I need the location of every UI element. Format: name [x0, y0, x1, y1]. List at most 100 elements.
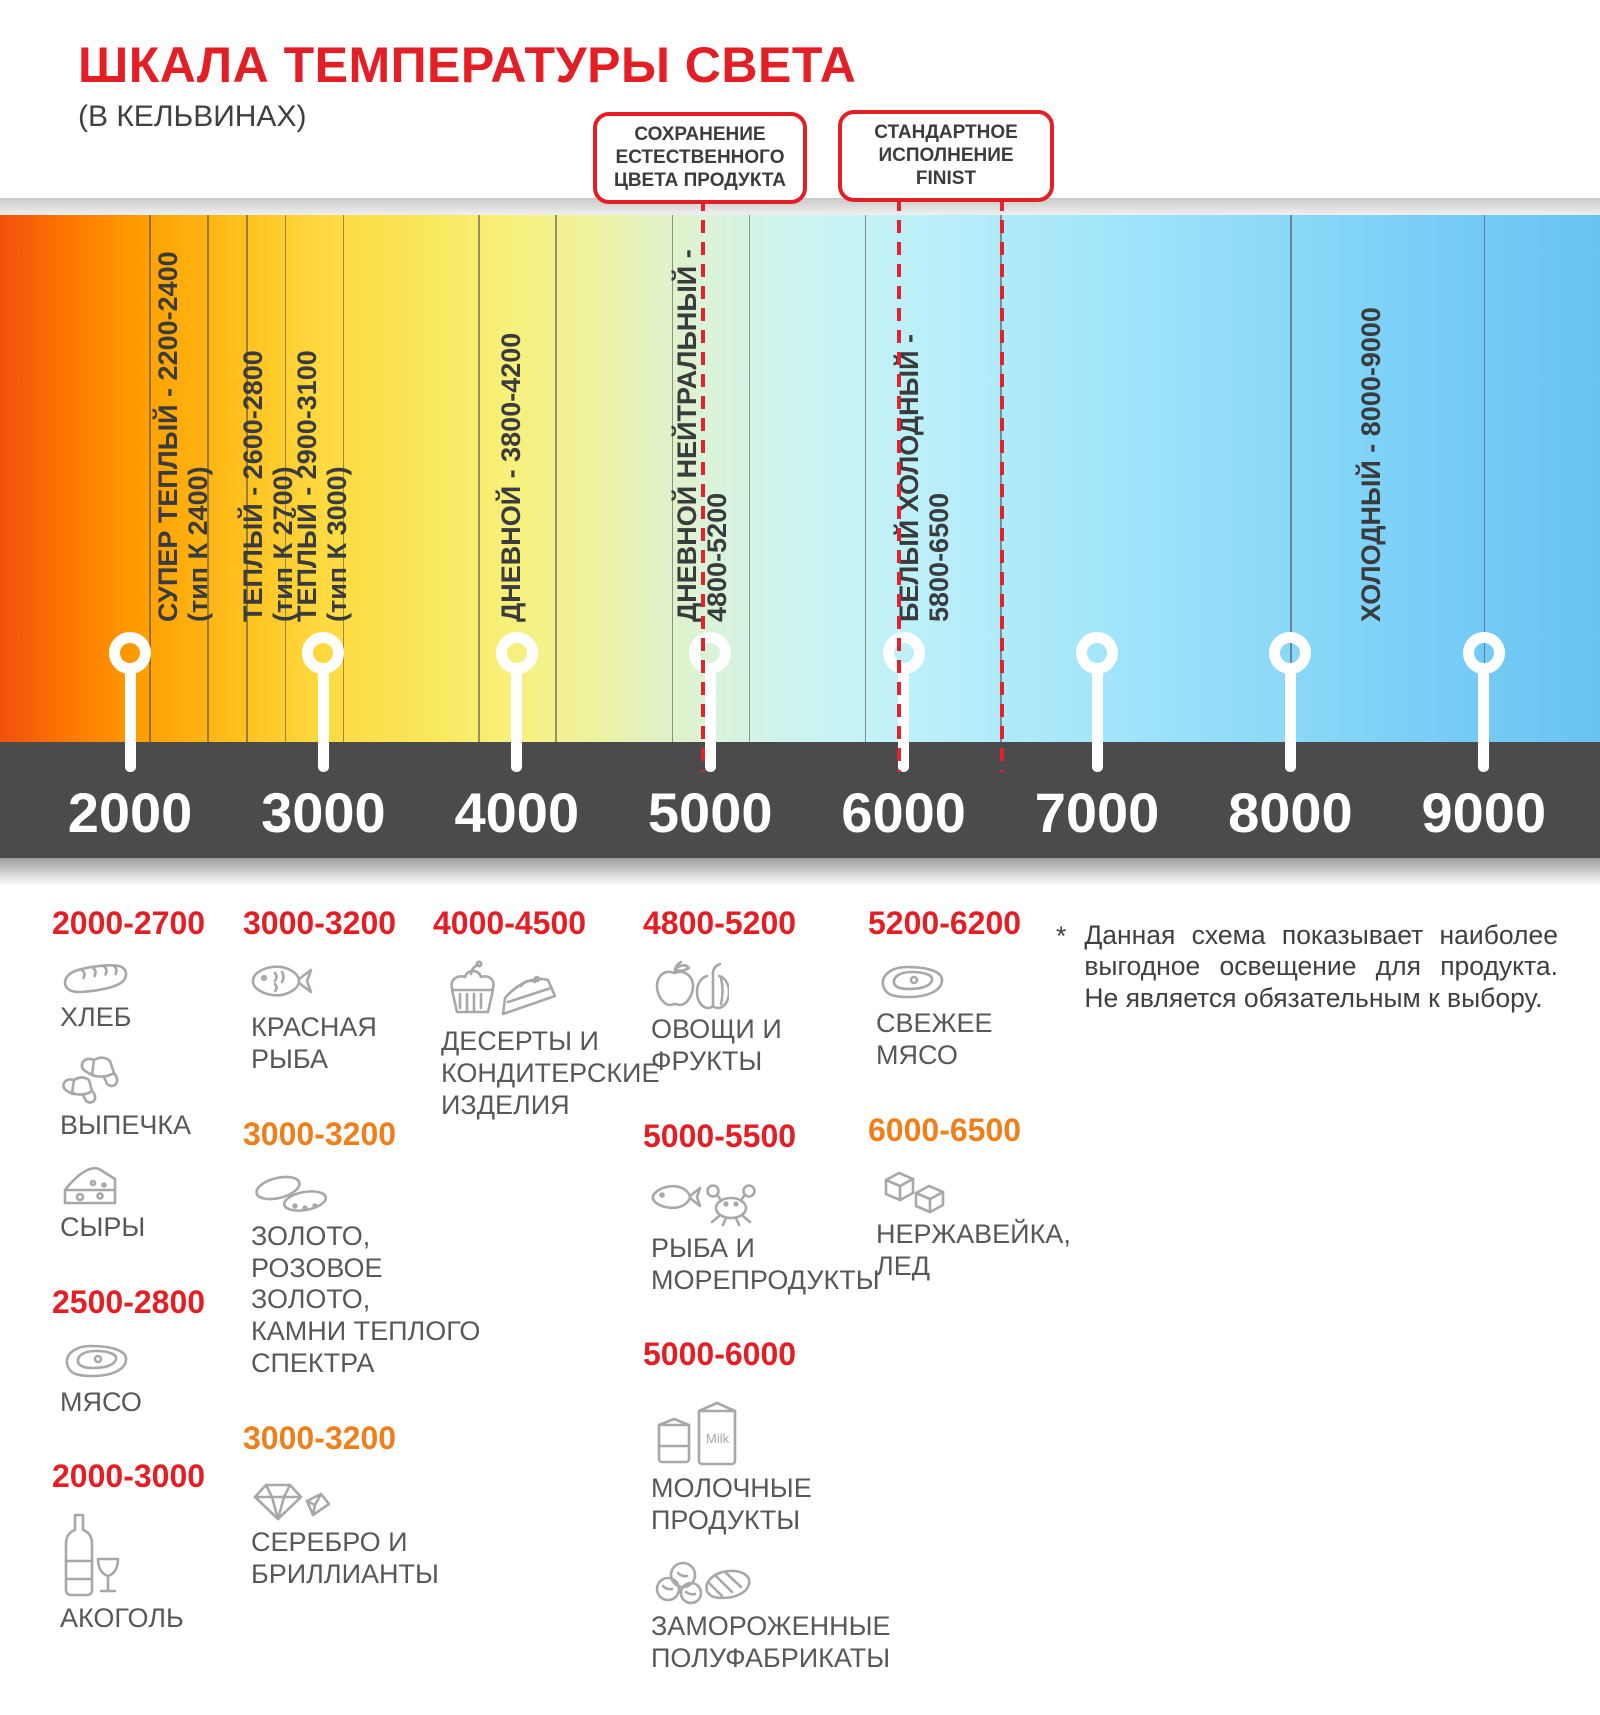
band-label-line: ТЕПЛЫЙ - 2600-2800: [238, 350, 269, 622]
category-item-label: СВЕЖЕЕ МЯСО: [876, 1008, 993, 1070]
category-group: 2000-3000 АКОГОЛЬ: [52, 1458, 237, 1635]
category-item-label: ВЫПЕЧКА: [60, 1109, 192, 1140]
category-group: 3000-3200 ЗОЛОТО, РОЗОВОЕ ЗОЛОТО, КАМНИ Т…: [243, 1116, 483, 1380]
axis-bar: [0, 742, 1600, 858]
scale-pin-stem-6000: [898, 666, 910, 772]
category-item: МЯСО: [52, 1337, 237, 1419]
category-column-2: 3000-3200 КРАСНАЯ РЫБА 3000-3200 ЗОЛОТО, РО…: [243, 905, 483, 1631]
callout-dashed-marker: [701, 198, 706, 772]
range-boundary-line-4200: [555, 215, 557, 742]
category-item-label: АКОГОЛЬ: [60, 1603, 184, 1634]
category-group: 5000-6000 Milk МОЛОЧНЫЕ ПРОДУКТЫ ЗАМОРОЖЕНН…: [643, 1336, 963, 1674]
axis-label-7000: 7000: [1034, 781, 1160, 844]
band-label: БЕЛЫЙ ХОЛОДНЫЙ -5800-6500: [894, 334, 954, 622]
steak-icon: [876, 958, 1118, 1004]
scale-pin-stem-3000: [317, 666, 329, 772]
band-label-line: 5800-6500: [924, 492, 955, 622]
range-boundary-line-8000: [1290, 215, 1292, 742]
range-heading: 5200-6200: [868, 905, 1022, 941]
band-label: ХОЛОДНЫЙ - 8000-9000: [1356, 307, 1386, 622]
range-heading: 2000-2700: [52, 905, 206, 941]
category-item: СВЕЖЕЕ МЯСО: [868, 958, 1118, 1072]
category-item-label: МЯСО: [60, 1386, 142, 1417]
scale-pin-stem-5000: [704, 666, 716, 772]
category-item: РЫБА И МОРЕПРОДУКТЫ: [643, 1171, 963, 1297]
category-group: 5200-6200 СВЕЖЕЕ МЯСО: [868, 905, 1118, 1072]
callout-line: СТАНДАРТНОЕ: [874, 122, 1018, 143]
category-item: КРАСНАЯ РЫБА: [243, 958, 483, 1076]
range-boundary-line-5800: [864, 215, 867, 742]
band-label-line: (тип К 2400): [183, 466, 214, 622]
band-label: ТЕПЛЫЙ - 2600-2800 (тип К 2700): [238, 350, 298, 622]
scale-pin-stem-7000: [1091, 666, 1103, 772]
range-boundary-line-5200: [748, 215, 751, 742]
axis-label-2000: 2000: [67, 781, 193, 844]
axis-label-5000: 5000: [647, 781, 773, 844]
band-label: СУПЕР ТЕПЛЫЙ - 2200-2400 (тип К 2400): [153, 251, 213, 622]
category-column-1: 2000-2700 ХЛЕБ ВЫПЕЧКА СЫРЫ 2500-2800 МЯСО 200…: [52, 905, 237, 1675]
category-item: СЫРЫ: [52, 1158, 237, 1244]
range-boundary-line-2100: [149, 215, 151, 742]
category-group: 2500-2800 МЯСО: [52, 1284, 237, 1419]
band-label-line: СУПЕР ТЕПЛЫЙ - 2200-2400: [153, 251, 184, 622]
footnote: * Данная схема показывает наиболее выгод…: [1056, 920, 1558, 1014]
category-item-label: ХЛЕБ: [60, 1002, 132, 1032]
category-column-3: 4000-4500 ДЕСЕРТЫ И КОНДИТЕРСКИЕ ИЗДЕЛИЯ: [433, 905, 703, 1162]
seafood-icon: [651, 1171, 963, 1229]
kelvin-scale: СУПЕР ТЕПЛЫЙ - 2200-2400 (тип К 2400) ТЕПЛ…: [0, 198, 1600, 888]
fruits-icon: [651, 958, 963, 1010]
callout-line: СОХРАНЕНИЕ: [634, 124, 766, 145]
range-heading: 5000-5500: [643, 1117, 797, 1154]
category-item-label: МОЛОЧНЫЕ ПРОДУКТЫ: [651, 1473, 812, 1536]
category-group: 3000-3200 КРАСНАЯ РЫБА: [243, 905, 483, 1076]
range-boundary-line-9000: [1483, 215, 1486, 742]
callout-finist-standard: СТАНДАРТНОЕ ИСПОЛНЕНИЕ FINIST: [838, 110, 1054, 202]
category-item-label: СЕРЕБРО И БРИЛЛИАНТЫ: [251, 1527, 439, 1589]
milk-icon: Milk: [651, 1389, 963, 1469]
dessert-icon: [441, 958, 703, 1022]
footnote-text: Данная схема показывает наиболее выгодно…: [1084, 920, 1558, 1013]
range-heading: 2000-3000: [52, 1458, 206, 1495]
scale-pin-stem-9000: [1478, 666, 1490, 772]
category-item-label: НЕРЖАВЕЙКА, ЛЕД: [876, 1218, 1071, 1281]
range-boundary-line-3100: [342, 215, 345, 742]
category-item: ВЫПЕЧКА: [52, 1050, 237, 1142]
scale-pin-stem-2000: [124, 666, 136, 772]
category-group: 3000-3200 СЕРЕБРО И БРИЛЛИАНТЫ: [243, 1420, 483, 1591]
category-item: ЗОЛОТО, РОЗОВОЕ ЗОЛОТО, КАМНИ ТЕПЛОГО СП…: [243, 1169, 483, 1380]
category-item: СЕРЕБРО И БРИЛЛИАНТЫ: [243, 1473, 483, 1591]
category-item: ХЛЕБ: [52, 958, 237, 1034]
category-item: ДЕСЕРТЫ И КОНДИТЕРСКИЕ ИЗДЕЛИЯ: [433, 958, 703, 1122]
axis-label-9000: 9000: [1421, 781, 1547, 844]
callout-dashed-marker: [1000, 198, 1005, 772]
category-item-label: ДЕСЕРТЫ И КОНДИТЕРСКИЕ ИЗДЕЛИЯ: [441, 1026, 660, 1120]
fish-icon: [251, 958, 483, 1008]
category-group: 2000-2700 ХЛЕБ ВЫПЕЧКА СЫРЫ: [52, 905, 237, 1244]
range-heading: 4800-5200: [643, 905, 797, 941]
page-title: ШКАЛА ТЕМПЕРАТУРЫ СВЕТА: [78, 37, 857, 93]
range-heading: 3000-3200: [243, 1420, 397, 1457]
category-item: АКОГОЛЬ: [52, 1511, 237, 1635]
axis-label-6000: 6000: [841, 781, 966, 844]
band-label: ДНЕВНОЙ - 3800-4200: [496, 333, 526, 622]
kelvin-gradient-band: [0, 215, 1600, 742]
svg-text:Milk: Milk: [706, 1431, 730, 1446]
steak-icon: [60, 1337, 237, 1383]
category-item-label: РЫБА И МОРЕПРОДУКТЫ: [651, 1232, 880, 1295]
range-heading: 3000-3200: [243, 905, 397, 941]
range-boundary-line-4800: [671, 215, 674, 742]
cheese-icon: [60, 1158, 237, 1208]
band-label: ТЕПЛЫЙ - 2900-3100 (тип К 3000): [292, 350, 352, 622]
range-heading: 3000-3200: [243, 1115, 397, 1152]
category-item-label: ОВОЩИ И ФРУКТЫ: [651, 1014, 782, 1076]
range-boundary-line-2800: [284, 215, 287, 742]
category-item-label: СЫРЫ: [60, 1211, 146, 1242]
category-column-5: 5200-6200 СВЕЖЕЕ МЯСО 6000-6500 НЕРЖАВЕЙКА,…: [868, 905, 1118, 1322]
callout-line: ИСПОЛНЕНИЕ: [878, 145, 1014, 167]
scale-pin-stem-8000: [1284, 666, 1296, 772]
range-boundary-line-3800: [478, 215, 480, 742]
scale-pin-stem-4000: [511, 666, 523, 772]
rings-icon: [251, 1169, 483, 1217]
croissant-icon: [60, 1050, 237, 1106]
page-subtitle: (В КЕЛЬВИНАХ): [78, 100, 307, 133]
